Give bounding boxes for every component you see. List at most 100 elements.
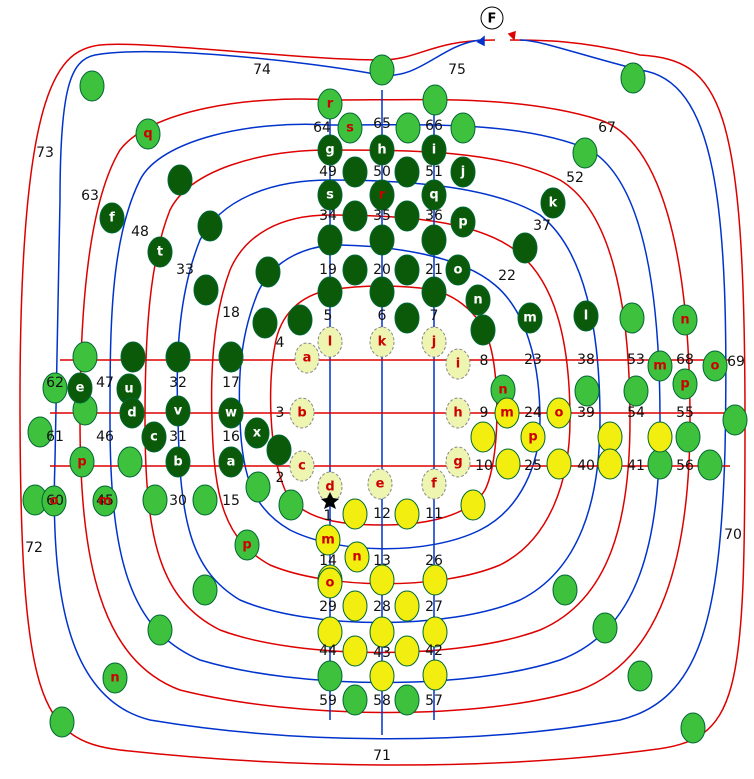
letter-label: c [150,430,158,445]
letter-label: g [325,143,334,158]
number-label: 61 [46,429,64,445]
number-label: 74 [253,62,271,78]
node [255,256,281,288]
letter-label: b [297,406,306,421]
node [394,590,420,622]
number-label: 19 [319,262,337,278]
node [627,660,653,692]
node [192,574,218,606]
letter-label: n [680,313,689,328]
number-label: 24 [524,405,542,421]
number-label: 37 [533,218,551,234]
node [672,368,698,400]
number-label: 12 [373,506,391,522]
letter-label: w [225,406,237,421]
node [141,421,167,453]
node [92,485,118,517]
number-label: 60 [46,493,64,509]
number-label: 39 [577,405,595,421]
number-label: 69 [727,354,745,370]
letter-label: k [549,196,558,211]
number-label: 43 [373,645,391,661]
node [470,314,496,346]
node [317,660,343,692]
node [697,449,723,481]
number-label: 66 [425,118,443,134]
node [592,612,618,644]
node [99,202,125,234]
node [42,372,68,404]
number-label: 75 [448,62,466,78]
node [369,660,395,692]
number-label: 49 [319,164,337,180]
start-star [321,492,339,509]
number-label: 59 [319,693,337,709]
letter-label: o [711,359,720,374]
node [342,156,368,188]
node [278,489,304,521]
node [317,616,343,648]
node [494,397,520,429]
number-label: 10 [475,458,493,474]
number-label: 40 [577,458,595,474]
node [315,524,341,556]
letter-label: o [555,406,564,421]
number-label: 64 [313,120,331,136]
node [135,118,161,150]
number-label: 11 [425,506,443,522]
node [647,350,673,382]
letter-label: j [431,335,436,350]
node [120,341,146,373]
node [119,397,145,429]
node [117,446,143,478]
letter-label: e [376,477,385,492]
node [337,112,363,144]
node [394,156,420,188]
node [49,706,75,738]
node [394,498,420,530]
node [421,468,447,500]
number-label: 34 [319,208,337,224]
node [165,395,191,427]
node [394,635,420,667]
node [294,342,320,374]
number-label: 41 [627,458,645,474]
number-label: 3 [276,405,285,421]
node [218,341,244,373]
node [369,326,395,358]
number-label: 50 [373,164,391,180]
number-label: 44 [319,643,337,659]
node [317,88,343,120]
node [317,326,343,358]
node [193,274,219,306]
node [421,224,447,256]
letter-label: p [528,430,537,445]
node [167,164,193,196]
node [450,206,476,238]
node [445,397,471,429]
letter-label: d [325,480,334,495]
node [69,446,95,478]
letter-label: f [109,211,115,226]
node [623,375,649,407]
letter-label: n [352,550,361,565]
letter-label: g [453,455,462,470]
node [252,307,278,339]
letter-label: l [328,335,332,350]
number-label: 36 [425,208,443,224]
node [245,471,271,503]
node [540,187,566,219]
letter-label: v [174,404,183,419]
node [445,348,471,380]
letter-label: c [298,459,306,474]
number-label: 9 [480,405,489,421]
number-label: 1 [324,508,333,524]
node [445,254,471,286]
node [573,300,599,332]
number-label: 72 [25,540,43,556]
letter-label: n [110,671,119,686]
node [512,232,538,264]
letter-label: e [76,381,85,396]
nodes [22,54,748,744]
